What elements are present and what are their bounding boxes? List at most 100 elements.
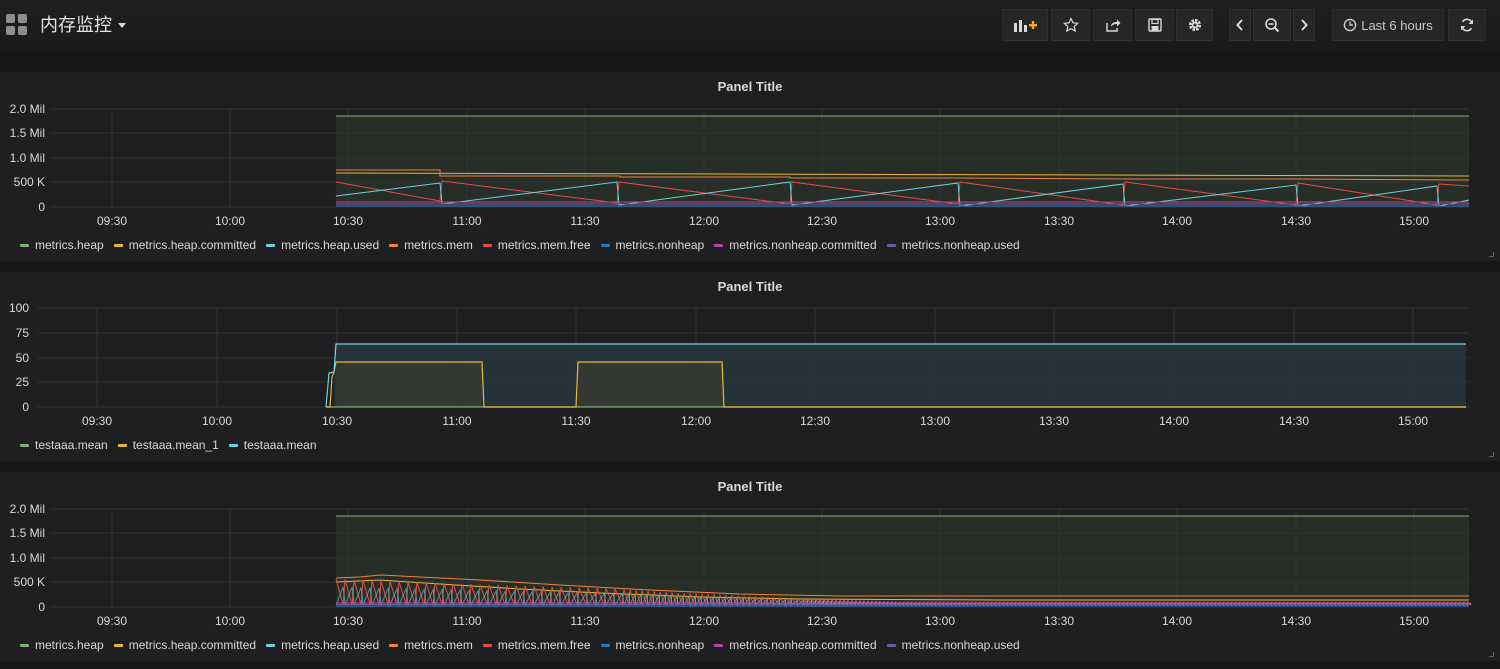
legend-item[interactable]: metrics.mem.free [482,238,591,252]
share-icon [1105,19,1120,32]
time-shift-back-button[interactable] [1229,9,1251,41]
panel-resize-handle[interactable] [1489,652,1494,657]
refresh-button[interactable] [1448,9,1486,41]
settings-button[interactable] [1176,9,1213,41]
grid [50,108,1469,208]
chart-background [334,344,1466,407]
dashboard-grid-icon[interactable] [6,14,28,36]
y-tick: 50 [16,351,30,365]
share-button[interactable] [1093,9,1132,41]
legend-item[interactable]: metrics.nonheap.committed [714,238,877,252]
time-shift-forward-button[interactable] [1293,9,1315,41]
legend-item[interactable]: metrics.nonheap [600,638,705,652]
legend-item[interactable]: metrics.heap.committed [113,238,256,252]
graph-panel-heap-2[interactable]: Panel Title 2.0 Mil 1.5 Mil 1.0 Mil 500 … [0,472,1500,661]
legend-label: metrics.nonheap [615,238,705,252]
memory-chart-2[interactable]: 2.0 Mil 1.5 Mil 1.0 Mil 500 K 0 09:30 10… [0,472,1500,661]
legend-swatch [389,243,399,247]
memory-chart[interactable]: 2.0 Mil 1.5 Mil 1.0 Mil 500 K 0 09:30 10… [0,72,1500,261]
x-tick: 12:30 [807,214,837,228]
y-axis-ticks: 2.0 Mil 1.5 Mil 1.0 Mil 500 K 0 [10,502,46,614]
legend-swatch [266,643,276,647]
legend-swatch [20,243,29,247]
time-range-picker[interactable]: Last 6 hours [1332,9,1444,41]
gear-icon [1188,18,1201,32]
x-tick: 13:00 [920,414,950,428]
time-range-label: Last 6 hours [1361,17,1433,33]
x-tick: 15:00 [1399,614,1429,628]
chevron-down-icon[interactable] [118,23,126,28]
legend-item[interactable]: testaaa.mean_1 [117,438,219,452]
x-tick: 14:00 [1162,614,1192,628]
series-metrics-heap-used [335,181,1470,207]
legend-item[interactable]: testaaa.mean [228,438,317,452]
chevron-left-icon [1236,19,1243,31]
legend-item[interactable]: metrics.nonheap.committed [714,638,877,652]
x-tick: 15:00 [1398,414,1428,428]
legend-label: metrics.nonheap [615,638,705,652]
x-tick: 10:00 [215,614,245,628]
star-button[interactable] [1051,9,1090,41]
save-icon [1147,18,1162,32]
x-tick: 15:00 [1399,214,1429,228]
legend-label: metrics.nonheap.committed [729,238,877,252]
panel-title[interactable]: Panel Title [717,279,783,294]
zoom-out-icon [1265,18,1280,33]
legend-item[interactable]: metrics.heap.used [266,238,379,252]
series-metrics-heap-committed [335,172,1470,177]
legend-label: metrics.mem.free [497,238,591,252]
top-navbar: 内存监控 [0,0,1500,50]
x-tick: 11:00 [452,614,481,628]
legend-item[interactable]: metrics.heap.used [266,638,379,652]
legend-swatch [482,243,492,247]
x-tick: 13:30 [1044,214,1074,228]
legend-item[interactable]: metrics.mem.free [482,638,591,652]
x-tick: 14:00 [1159,414,1189,428]
legend-item[interactable]: metrics.heap.committed [113,638,256,652]
legend-item[interactable]: metrics.heap [20,238,104,252]
legend-label: metrics.nonheap.committed [729,638,877,652]
x-tick: 12:30 [800,414,830,428]
testaaa-chart[interactable]: 100 75 50 25 0 09:30 10:00 10:30 11:00 1… [0,272,1500,461]
legend-item[interactable]: metrics.nonheap [600,238,705,252]
legend-label: metrics.heap.used [281,238,380,252]
x-tick: 09:30 [97,214,127,228]
legend-label: metrics.mem [404,238,473,252]
legend-item[interactable]: testaaa.mean [20,438,108,452]
y-tick: 500 K [14,575,45,589]
panel-resize-handle[interactable] [1489,452,1494,457]
legend-item[interactable]: metrics.nonheap.used [886,638,1020,652]
zoom-out-button[interactable] [1253,9,1291,41]
x-tick: 13:00 [925,614,955,628]
x-tick: 12:00 [681,414,711,428]
dashboard-title[interactable]: 内存监控 [40,15,112,36]
legend-swatch [886,643,896,647]
legend-item[interactable]: metrics.mem [389,638,473,652]
legend-label: metrics.nonheap.used [901,638,1020,652]
panel-title[interactable]: Panel Title [717,479,783,494]
legend-swatch [714,243,724,247]
legend-item[interactable]: metrics.heap [20,638,104,652]
y-tick: 500 K [14,175,45,189]
x-tick: 11:00 [442,414,471,428]
x-tick: 14:30 [1279,414,1309,428]
legend-item[interactable]: metrics.nonheap.used [886,238,1020,252]
graph-panel-testaaa[interactable]: Panel Title 100 75 50 25 0 09:30 10:00 [0,272,1500,461]
add-panel-icon [1014,20,1037,32]
x-tick: 12:30 [807,614,837,628]
legend-label: testaaa.mean [35,438,108,452]
graph-panel-heap[interactable]: Panel Title 2.0 Mil 1.5 Mil 1.0 Mil 500 … [0,72,1500,261]
series-metrics-mem [335,574,1469,597]
x-tick: 11:30 [561,414,590,428]
panel-title[interactable]: Panel Title [717,79,783,94]
y-tick: 1.0 Mil [10,551,45,565]
legend-item[interactable]: metrics.mem [389,238,473,252]
y-tick: 2.0 Mil [10,102,45,116]
y-tick: 75 [16,326,30,340]
legend: testaaa.mean testaaa.mean_1 testaaa.mean [20,438,327,452]
y-tick: 1.5 Mil [10,526,45,540]
save-button[interactable] [1135,9,1174,41]
add-panel-button[interactable] [1002,9,1048,41]
legend: metrics.heap metrics.heap.committed metric… [20,238,1030,252]
panel-resize-handle[interactable] [1489,252,1494,257]
